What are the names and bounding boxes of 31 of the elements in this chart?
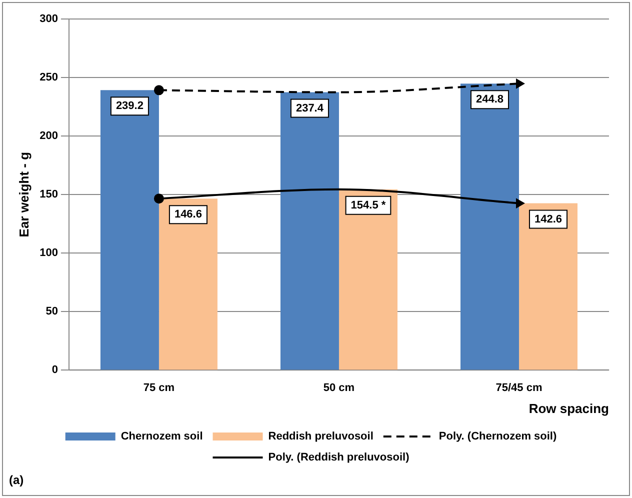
data-label: 239.2 <box>116 100 144 112</box>
data-label: 237.4 <box>296 102 324 114</box>
bar <box>518 203 578 370</box>
y-tick-label: 0 <box>52 364 58 376</box>
legend-label: Poly. (Reddish preluvosoil) <box>268 452 410 464</box>
x-tick-label: 75/45 cm <box>496 382 542 394</box>
data-label: 142.6 <box>534 213 562 226</box>
text: (a) <box>9 473 24 487</box>
bar <box>460 84 519 370</box>
point <box>154 85 164 96</box>
y-tick-label: 250 <box>40 72 58 84</box>
data-label: 244.8 <box>476 94 504 106</box>
y-tick-label: 100 <box>40 247 58 260</box>
data-label: 154.5 * <box>350 199 386 212</box>
y-tick-label: 300 <box>40 13 58 26</box>
x-axis-title: Row spacing <box>528 400 610 416</box>
legend-label: Poly. (Chernozem soil) <box>438 430 557 443</box>
x-tick-label: 50 cm <box>323 382 355 394</box>
y-axis-title: Ear weight - g <box>16 152 32 238</box>
y-tick-label: 200 <box>40 130 58 142</box>
legend-label: Chernozem soil <box>120 430 203 443</box>
bar <box>158 198 218 370</box>
data-label: 146.6 <box>174 208 202 221</box>
x-tick-label: 75 cm <box>143 382 175 394</box>
y-tick-label: 150 <box>40 188 58 201</box>
y-tick-label: 50 <box>46 306 58 318</box>
legend-label: Reddish preluvosoil <box>268 430 374 443</box>
bar <box>280 92 339 370</box>
bar <box>338 189 398 370</box>
point <box>154 194 164 204</box>
bar <box>100 90 159 370</box>
